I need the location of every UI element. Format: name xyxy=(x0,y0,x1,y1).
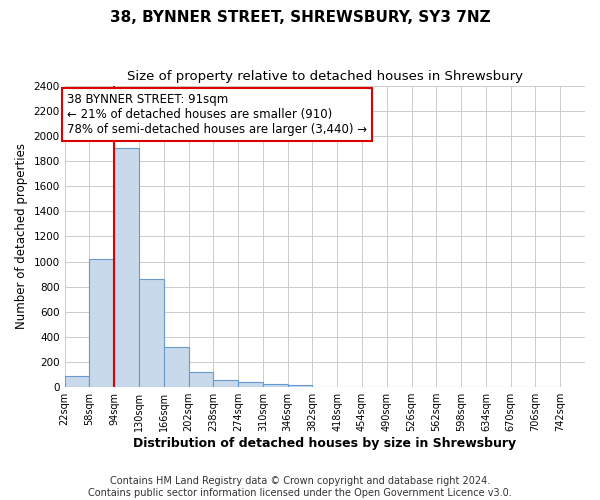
Title: Size of property relative to detached houses in Shrewsbury: Size of property relative to detached ho… xyxy=(127,70,523,83)
Bar xyxy=(214,380,238,387)
Bar xyxy=(89,259,114,387)
Text: 38, BYNNER STREET, SHREWSBURY, SY3 7NZ: 38, BYNNER STREET, SHREWSBURY, SY3 7NZ xyxy=(110,10,490,25)
Bar xyxy=(287,384,313,387)
Bar xyxy=(65,376,89,387)
Bar xyxy=(139,279,164,387)
Bar xyxy=(164,347,188,387)
Bar xyxy=(263,384,287,387)
Text: Contains HM Land Registry data © Crown copyright and database right 2024.
Contai: Contains HM Land Registry data © Crown c… xyxy=(88,476,512,498)
Bar xyxy=(114,148,139,387)
Bar xyxy=(188,372,214,387)
Bar xyxy=(238,382,263,387)
Text: 38 BYNNER STREET: 91sqm
← 21% of detached houses are smaller (910)
78% of semi-d: 38 BYNNER STREET: 91sqm ← 21% of detache… xyxy=(67,93,367,136)
X-axis label: Distribution of detached houses by size in Shrewsbury: Distribution of detached houses by size … xyxy=(133,437,517,450)
Y-axis label: Number of detached properties: Number of detached properties xyxy=(15,144,28,330)
